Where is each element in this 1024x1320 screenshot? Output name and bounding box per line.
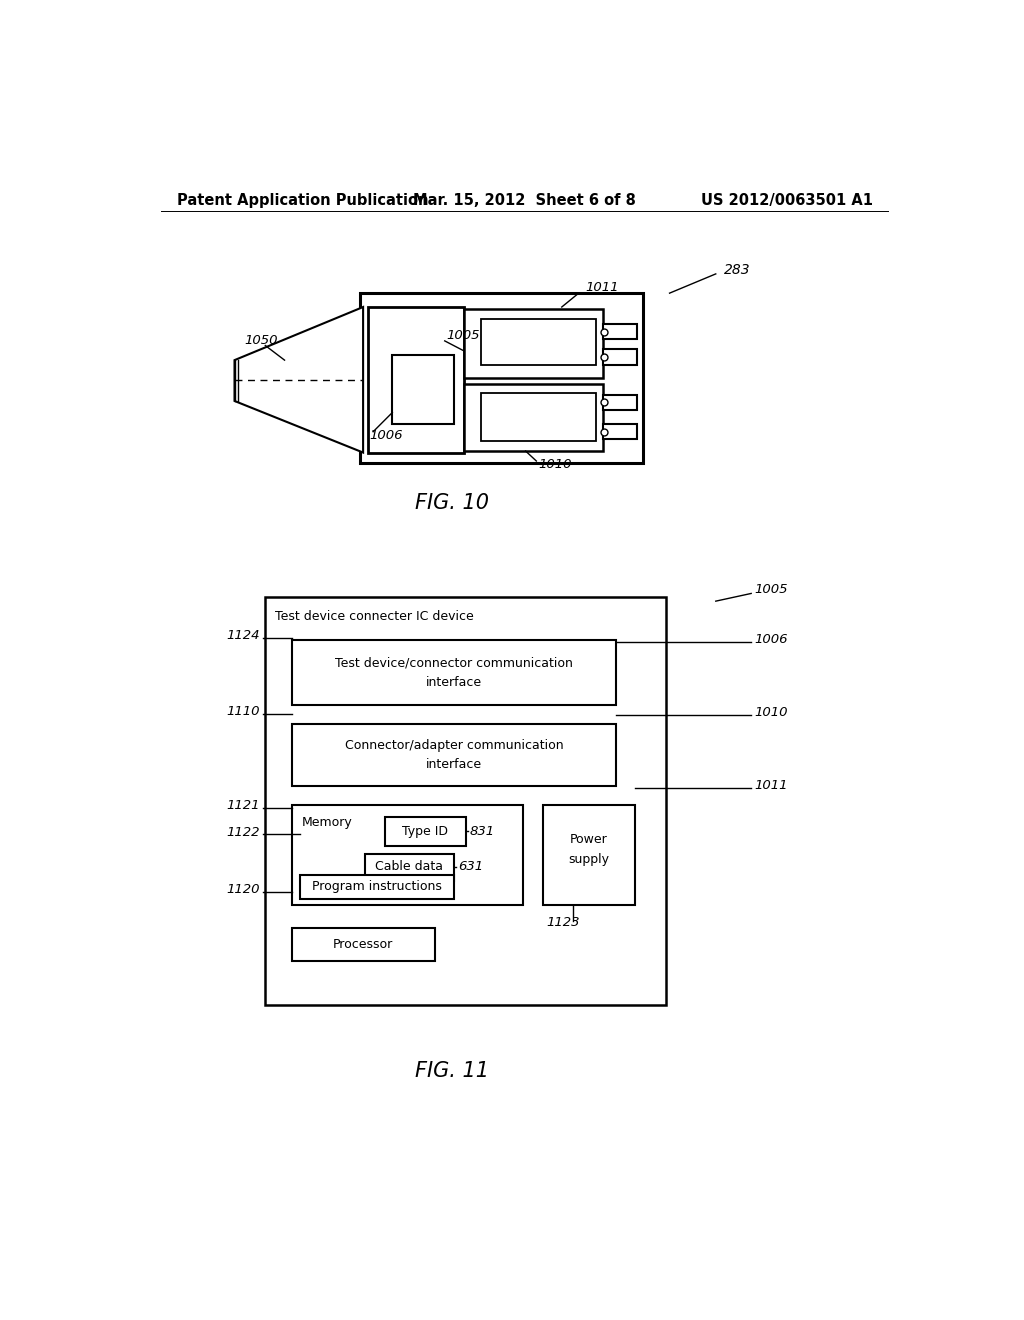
Bar [464, 384, 602, 451]
Text: FIG. 11: FIG. 11 [416, 1061, 489, 1081]
Bar [602, 323, 637, 339]
Text: Connector/adapter communication: Connector/adapter communication [345, 739, 563, 752]
Text: Test device/connector communication: Test device/connector communication [335, 656, 572, 669]
Bar [360, 293, 643, 462]
Bar [300, 875, 454, 899]
Bar [602, 350, 637, 364]
Text: interface: interface [426, 676, 482, 689]
Bar [464, 309, 602, 378]
Text: US 2012/0063501 A1: US 2012/0063501 A1 [700, 193, 872, 209]
Bar [543, 805, 635, 906]
Bar [292, 805, 523, 906]
Text: Program instructions: Program instructions [312, 880, 442, 894]
Text: 1010: 1010 [539, 458, 572, 471]
Text: 1123: 1123 [547, 916, 580, 929]
Text: 1121: 1121 [226, 799, 260, 812]
Bar [292, 928, 435, 961]
Bar [392, 355, 454, 424]
Bar [385, 817, 466, 846]
Text: 1110: 1110 [226, 705, 260, 718]
Text: 1006: 1006 [370, 429, 402, 442]
Bar [481, 393, 596, 441]
Bar [602, 424, 637, 440]
Text: 1011: 1011 [755, 779, 787, 792]
Text: 1050: 1050 [245, 334, 279, 347]
Bar [292, 640, 615, 705]
Text: 1006: 1006 [755, 634, 787, 647]
Bar [481, 318, 596, 364]
Text: 283: 283 [724, 263, 751, 277]
Text: 1011: 1011 [585, 281, 618, 294]
Bar [368, 308, 464, 453]
Text: Power: Power [569, 833, 607, 846]
Text: Cable data: Cable data [376, 861, 443, 874]
Text: Type ID: Type ID [401, 825, 447, 838]
Text: 1120: 1120 [226, 883, 260, 896]
Text: 831: 831 [469, 825, 495, 838]
Text: 1010: 1010 [755, 706, 787, 719]
Bar [366, 854, 454, 880]
Text: Patent Application Publication: Patent Application Publication [177, 193, 428, 209]
Bar [292, 725, 615, 785]
Text: Memory: Memory [301, 816, 352, 829]
Text: 1122: 1122 [226, 825, 260, 838]
Text: 1005: 1005 [755, 583, 787, 597]
Text: FIG. 10: FIG. 10 [416, 494, 489, 513]
Text: 631: 631 [458, 861, 483, 874]
Text: 1124: 1124 [226, 630, 260, 643]
Polygon shape [234, 308, 364, 453]
Text: supply: supply [568, 853, 609, 866]
Text: Processor: Processor [333, 939, 393, 952]
Text: interface: interface [426, 758, 482, 771]
Bar [265, 597, 666, 1006]
Text: Mar. 15, 2012  Sheet 6 of 8: Mar. 15, 2012 Sheet 6 of 8 [414, 193, 636, 209]
Text: Test device connecter IC device: Test device connecter IC device [274, 610, 473, 623]
Text: 1005: 1005 [446, 329, 480, 342]
Bar [602, 395, 637, 411]
